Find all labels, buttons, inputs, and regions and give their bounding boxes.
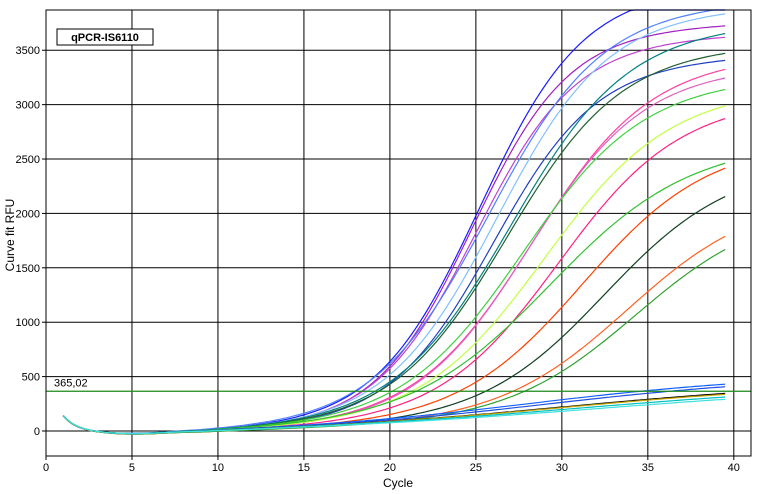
threshold-line: 365,02 bbox=[46, 377, 751, 392]
series-lines bbox=[62, 9, 726, 435]
x-tick-label: 5 bbox=[129, 462, 135, 474]
x-tick-label: 30 bbox=[556, 462, 568, 474]
chart-title: qPCR-IS6110 bbox=[71, 32, 139, 44]
series-line-24 bbox=[62, 398, 726, 435]
x-tick-label: 0 bbox=[43, 462, 49, 474]
x-tick-label: 40 bbox=[728, 462, 740, 474]
y-tick-label: 3000 bbox=[16, 100, 40, 112]
y-tick-label: 3500 bbox=[16, 45, 40, 57]
y-axis-title: Curve fit RFU bbox=[3, 199, 17, 272]
x-tick-label: 35 bbox=[642, 462, 654, 474]
y-tick-label: 0 bbox=[34, 426, 40, 438]
x-tick-label: 20 bbox=[384, 462, 396, 474]
x-tick-label: 25 bbox=[470, 462, 482, 474]
x-tick-label: 10 bbox=[212, 462, 224, 474]
y-tick-label: 1500 bbox=[16, 263, 40, 275]
y-tick-label: 500 bbox=[22, 372, 40, 384]
x-tick-label: 15 bbox=[298, 462, 310, 474]
plot-frame bbox=[45, 9, 752, 457]
axis-ticks: 0 5 10 15 20 25 30 35 40 0 500 1000 1500 2000 2500 3000… bbox=[16, 45, 740, 474]
title-box: qPCR-IS6110 bbox=[56, 28, 154, 46]
x-axis-title: Cycle bbox=[383, 476, 413, 490]
threshold-label: 365,02 bbox=[54, 377, 88, 389]
y-tick-label: 1000 bbox=[16, 317, 40, 329]
y-tick-label: 2500 bbox=[16, 154, 40, 166]
y-tick-label: 2000 bbox=[16, 208, 40, 220]
